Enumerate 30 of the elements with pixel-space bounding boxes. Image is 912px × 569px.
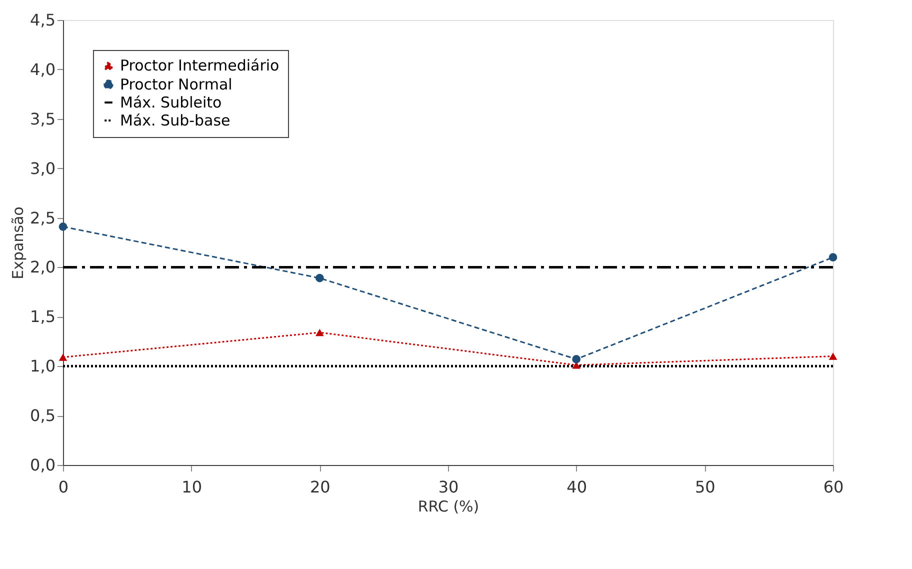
y-tick-label: 0,0: [30, 456, 56, 474]
legend-label: Máx. Subleito: [120, 94, 222, 112]
y-tick-label: 1,5: [30, 307, 56, 326]
x-axis-title: RRC (%): [418, 498, 480, 516]
y-tick-label: 4,5: [30, 10, 56, 30]
x-tick-label: 40: [566, 478, 588, 496]
point: [828, 253, 838, 262]
point: [572, 355, 581, 364]
x-tick-label: 60: [823, 478, 844, 496]
x-tick-label: 30: [438, 478, 459, 496]
point: [315, 328, 324, 336]
legend-label: Proctor Normal: [120, 76, 232, 94]
y-tick-label: 4,0: [30, 60, 56, 79]
point: [58, 354, 68, 361]
point: [828, 352, 838, 360]
y-tick-label: 3,5: [30, 109, 56, 128]
y-tick-label: 1,0: [30, 356, 56, 376]
point: [58, 222, 68, 231]
x-tick-label: 50: [694, 478, 716, 496]
y-tick-label: 3,0: [30, 158, 56, 178]
legend-label: Máx. Sub-base: [120, 112, 230, 130]
legend-label: Proctor Intermediário: [120, 56, 280, 74]
x-tick-label: 10: [182, 478, 202, 496]
y-axis-title: Expansão: [9, 206, 28, 280]
y-tick-label: 0,5: [30, 406, 56, 426]
y-tick-label: 2,5: [30, 208, 56, 228]
x-tick-label: 20: [310, 478, 330, 496]
y-tick-label: 2,0: [30, 258, 56, 277]
point: [315, 274, 324, 282]
x-tick-label: 0: [58, 478, 69, 496]
